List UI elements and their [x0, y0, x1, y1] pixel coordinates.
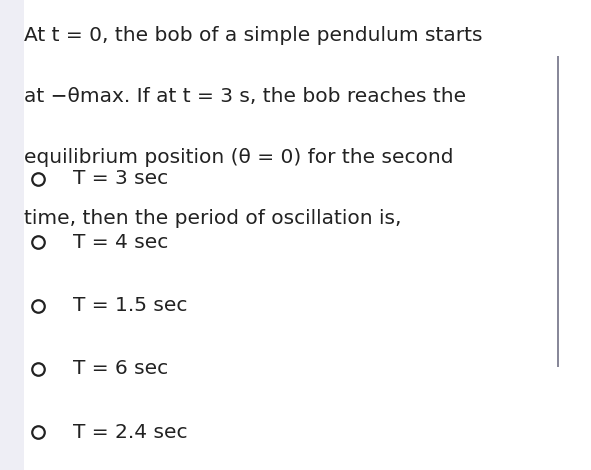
Text: T = 1.5 sec: T = 1.5 sec [73, 296, 187, 315]
Text: T = 2.4 sec: T = 2.4 sec [73, 423, 187, 442]
Text: time, then the period of oscillation is,: time, then the period of oscillation is, [24, 209, 401, 228]
Text: equilibrium position (θ = 0) for the second: equilibrium position (θ = 0) for the sec… [24, 148, 453, 167]
Text: T = 6 sec: T = 6 sec [73, 360, 168, 378]
Text: At t = 0, the bob of a simple pendulum starts: At t = 0, the bob of a simple pendulum s… [24, 26, 482, 45]
FancyBboxPatch shape [557, 56, 559, 367]
Text: T = 3 sec: T = 3 sec [73, 169, 168, 188]
Text: at −θmax. If at t = 3 s, the bob reaches the: at −θmax. If at t = 3 s, the bob reaches… [24, 87, 466, 106]
FancyBboxPatch shape [0, 0, 24, 470]
Text: T = 4 sec: T = 4 sec [73, 233, 168, 251]
